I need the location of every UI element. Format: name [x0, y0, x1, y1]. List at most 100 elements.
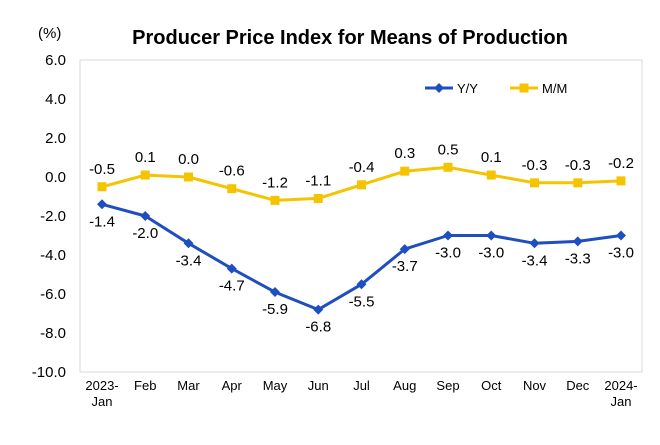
series-yy: -1.4 -2.0 -3.4 -4.7 -5.9 -6.8 -5.5 -3.7 -3.0 -3.0…: [89, 199, 634, 336]
legend-label-mm: M/M: [542, 81, 567, 96]
data-label-yy: -5.5: [349, 293, 375, 310]
y-tick-label: -6.0: [40, 286, 66, 303]
data-label-yy: -6.8: [305, 319, 331, 336]
data-label-mm: 0.1: [135, 149, 156, 166]
series-mm: -0.50.1 0.0-0.6-1.2 -1.1-0.40.3 0.5 0.1 -0.3-…: [89, 141, 634, 205]
data-label-yy: -3.0: [608, 245, 634, 262]
data-point-mm: [616, 176, 626, 186]
data-point-yy: [486, 230, 497, 241]
data-label-yy: -4.7: [219, 278, 245, 295]
data-label-mm: 0.1: [481, 149, 502, 166]
data-label-yy: -2.0: [132, 225, 158, 242]
data-point-mm: [486, 170, 496, 180]
x-tick-label-line: 2023-: [85, 378, 118, 393]
y-tick-label: 4.0: [45, 91, 66, 108]
x-tick-label-line: Jun: [308, 378, 329, 393]
y-axis-ticks: 6.0 4.0 2.0 0.0 -2.0 -4.0 -6.0 -8.0 -10.0: [32, 52, 66, 381]
data-point-mm: [270, 195, 280, 205]
legend: Y/Y M/M: [425, 81, 567, 96]
x-tick-label: Jul: [353, 378, 370, 393]
y-tick-label: -8.0: [40, 325, 66, 342]
x-tick-label: Apr: [222, 378, 243, 393]
x-tick-label-line: Jan: [611, 394, 632, 409]
y-unit-label: (%): [38, 25, 61, 42]
x-tick-label-line: Aug: [393, 378, 416, 393]
legend-marker-mm: [519, 83, 529, 93]
x-tick-label: Aug: [393, 378, 416, 393]
data-point-yy: [270, 287, 280, 298]
plot-area: [79, 59, 643, 373]
x-tick-label-line: 2024-: [604, 378, 637, 393]
data-point-mm: [184, 172, 193, 182]
data-point-yy: [97, 199, 107, 210]
data-label-mm: -0.4: [349, 159, 375, 176]
data-point-yy: [356, 279, 367, 290]
data-label-yy: -3.4: [522, 252, 548, 269]
y-tick-label: -10.0: [32, 364, 66, 381]
data-point-mm: [97, 182, 107, 192]
data-point-yy: [140, 211, 151, 221]
data-label-yy: -3.0: [478, 245, 504, 262]
x-tick-label: May: [263, 378, 288, 393]
x-tick-label: 2024-Jan: [604, 378, 637, 409]
y-tick-label: 2.0: [45, 130, 66, 147]
data-label-mm: 0.3: [394, 145, 415, 162]
y-tick-label: 0.0: [45, 169, 66, 186]
data-label-mm: -1.1: [305, 172, 331, 189]
x-tick-label: Dec: [566, 378, 590, 393]
data-point-mm: [443, 162, 453, 172]
x-tick-label: Feb: [134, 378, 156, 393]
x-tick-label-line: Sep: [436, 378, 459, 393]
data-point-mm: [140, 170, 150, 180]
data-label-yy: -3.7: [392, 258, 418, 275]
data-point-mm: [313, 193, 323, 203]
data-label-mm: -0.6: [219, 163, 245, 180]
series-layer: -1.4 -2.0 -3.4 -4.7 -5.9 -6.8 -5.5 -3.7 -3.0 -3.0…: [89, 141, 634, 335]
x-tick-label-line: Oct: [481, 378, 502, 393]
x-tick-label-line: Apr: [222, 378, 243, 393]
data-label-mm: -0.2: [608, 155, 634, 172]
data-point-yy: [616, 230, 626, 241]
x-tick-label-line: Mar: [177, 378, 200, 393]
data-label-mm: -0.5: [89, 161, 115, 178]
data-label-mm: -0.3: [522, 157, 548, 174]
data-label-yy: -5.9: [262, 301, 288, 318]
x-tick-label-line: May: [263, 378, 288, 393]
legend-label-yy: Y/Y: [457, 81, 478, 96]
data-label-mm: -0.3: [565, 157, 591, 174]
data-label-yy: -3.4: [176, 252, 202, 269]
data-point-yy: [226, 263, 237, 274]
legend-item-mm: M/M: [510, 81, 567, 96]
data-point-mm: [400, 166, 410, 176]
x-tick-label: 2023-Jan: [85, 378, 118, 409]
data-point-yy: [529, 238, 540, 249]
x-tick-label: Jun: [308, 378, 329, 393]
legend-marker-yy: [434, 83, 444, 93]
x-tick-label: Nov: [523, 378, 547, 393]
data-point-yy: [399, 244, 410, 255]
data-point-mm: [357, 180, 366, 190]
data-label-yy: -3.3: [565, 250, 591, 267]
x-tick-label-line: Jan: [92, 394, 113, 409]
data-label-mm: 0.5: [438, 141, 459, 158]
y-tick-label: -4.0: [40, 247, 66, 264]
data-label-yy: -1.4: [89, 213, 115, 230]
x-tick-label-line: Nov: [523, 378, 547, 393]
data-point-mm: [227, 184, 237, 194]
data-point-yy: [313, 304, 324, 315]
data-label-mm: -1.2: [262, 174, 288, 191]
x-tick-label-line: Feb: [134, 378, 156, 393]
y-tick-label: 6.0: [45, 52, 66, 69]
x-tick-label: Mar: [177, 378, 200, 393]
data-point-yy: [572, 236, 583, 247]
data-label-mm: 0.0: [178, 151, 199, 168]
data-point-mm: [530, 178, 539, 188]
x-tick-label: Sep: [436, 378, 459, 393]
data-point-yy: [443, 230, 453, 241]
x-tick-label: Oct: [481, 378, 502, 393]
x-tick-label-line: Dec: [566, 378, 590, 393]
x-tick-label-line: Jul: [353, 378, 370, 393]
